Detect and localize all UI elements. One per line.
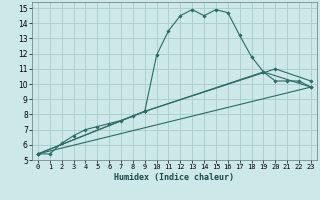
X-axis label: Humidex (Indice chaleur): Humidex (Indice chaleur) — [115, 173, 234, 182]
